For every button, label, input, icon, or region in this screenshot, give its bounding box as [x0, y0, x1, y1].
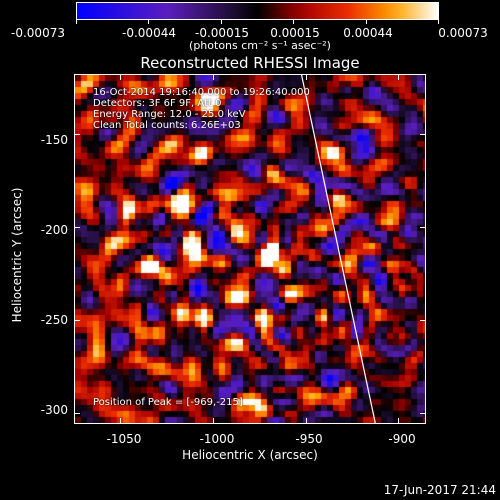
colorbar-tick-label-1: -0.00073	[11, 26, 65, 40]
colorbar-tick	[293, 20, 295, 24]
x-tick-mark	[212, 74, 214, 80]
y-tick-label-4: -300	[40, 403, 68, 417]
colorbar-tick-label-2: -0.00044	[122, 26, 176, 40]
y-tick-mark	[420, 226, 426, 228]
info-line-2: Detectors: 3F 6F 9F, Att 0	[93, 98, 222, 109]
colorbar-tick	[148, 20, 150, 24]
image-plot: 16-Oct-2014 19:16:40.000 to 19:26:40.000…	[74, 74, 426, 424]
x-tick-mark	[398, 74, 400, 80]
y-tick-mark	[420, 319, 426, 321]
info-line-4: Clean Total counts: 6.26E+03	[93, 120, 241, 131]
plot-title: Reconstructed RHESSI Image	[140, 54, 360, 72]
x-tick-label-1: -1050	[106, 432, 142, 446]
y-tick-mark	[74, 412, 80, 414]
x-tick-mark	[120, 418, 122, 424]
x-tick-mark	[305, 74, 307, 80]
x-tick-label-4: -900	[388, 432, 416, 446]
x-tick-mark	[305, 418, 307, 424]
y-tick-mark	[420, 133, 426, 135]
colorbar-units: (photons cm⁻² s⁻¹ asec⁻²)	[189, 39, 331, 52]
x-axis-label: Heliocentric X (arcsec)	[182, 448, 318, 462]
plot-overlay	[300, 75, 376, 423]
peak-position-label: Position of Peak = [-969,-215]	[93, 397, 243, 408]
colorbar-tick	[76, 20, 77, 24]
y-tick-mark	[74, 133, 80, 135]
footer-timestamp: 17-Jun-2017 21:44	[383, 483, 496, 497]
x-tick-mark	[120, 74, 122, 80]
rhessi-image	[75, 75, 425, 423]
colorbar-tick-label-6: 0.00073	[438, 26, 488, 40]
colorbar-tick	[438, 20, 439, 24]
y-tick-mark	[74, 226, 80, 228]
colorbar-tick	[365, 20, 367, 24]
x-tick-mark	[212, 418, 214, 424]
colorbar	[76, 2, 439, 20]
y-tick-label-3: -250	[40, 313, 68, 327]
x-tick-label-2: -1000	[199, 432, 235, 446]
info-line-1: 16-Oct-2014 19:16:40.000 to 19:26:40.000	[93, 87, 310, 98]
solar-limb-line	[300, 75, 376, 423]
colorbar-tick-label-3: -0.00015	[195, 26, 249, 40]
y-tick-mark	[420, 412, 426, 414]
y-tick-mark	[74, 319, 80, 321]
info-line-3: Energy Range: 12.0 - 25.0 keV	[93, 109, 246, 120]
x-tick-mark	[398, 418, 400, 424]
colorbar-tick	[220, 20, 222, 24]
y-tick-label-2: -200	[40, 223, 68, 237]
y-tick-label-1: -150	[40, 133, 68, 147]
x-tick-label-3: -950	[295, 432, 323, 446]
colorbar-tick-label-5: 0.00044	[343, 26, 393, 40]
y-axis-label: Heliocentric Y (arcsec)	[10, 187, 24, 323]
colorbar-tick-label-4: 0.00015	[270, 26, 320, 40]
